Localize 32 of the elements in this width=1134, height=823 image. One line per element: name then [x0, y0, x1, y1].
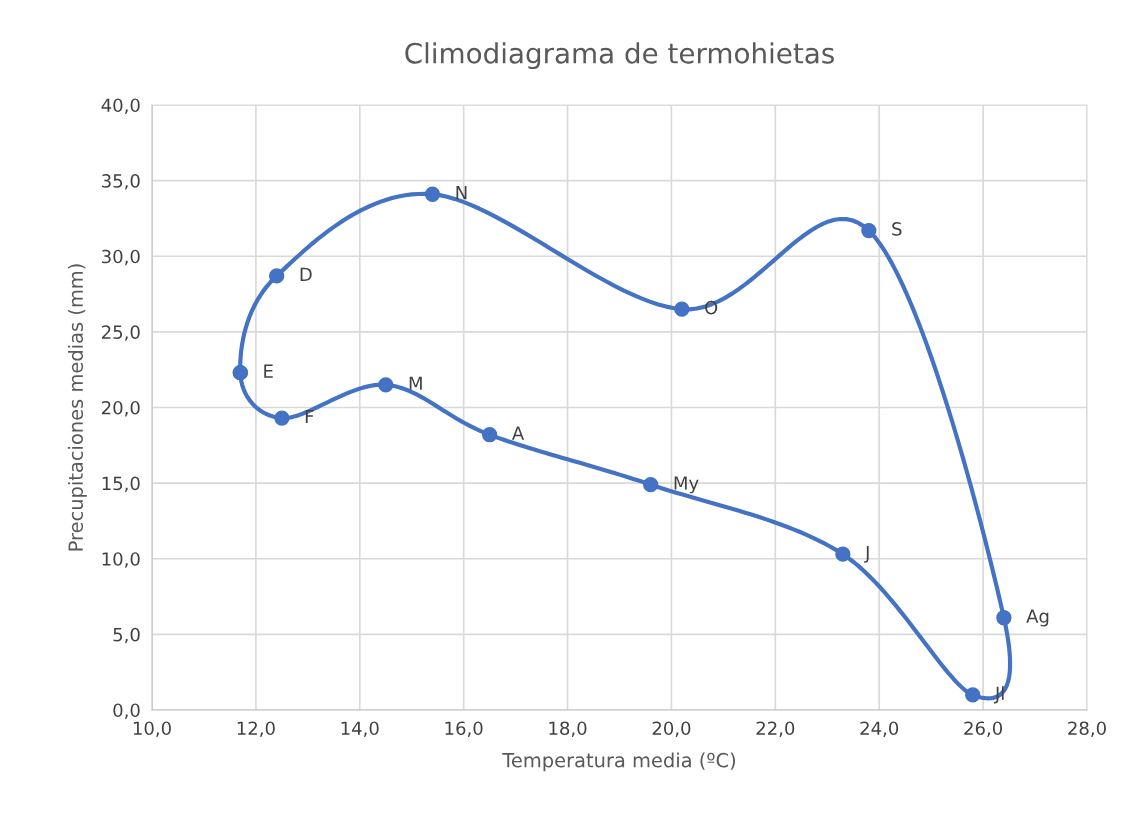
x-tick-label: 14,0 [341, 721, 379, 737]
y-tick-label: 0,0 [113, 703, 140, 719]
y-tick-label: 30,0 [102, 249, 140, 266]
x-tick-label: 12,0 [237, 721, 275, 737]
x-axis-title: Temperatura media (ºC) [502, 752, 736, 772]
y-tick-label: 35,0 [102, 174, 140, 190]
x-tick-label: 18,0 [549, 721, 587, 737]
chart-title: Climodiagrama de termohietas [405, 42, 834, 70]
x-tick-label: 22,0 [756, 721, 795, 737]
y-tick-label: 5,0 [113, 627, 140, 644]
x-tick-label: 28,0 [1068, 721, 1106, 737]
y-tick-label: 40,0 [101, 98, 140, 114]
annotation: J [864, 546, 869, 563]
annotation: N [456, 186, 467, 200]
y-tick-label: 10,0 [102, 552, 140, 568]
x-tick-label: 26,0 [964, 721, 1003, 737]
x-tick-label: 16,0 [445, 721, 483, 737]
x-tick-label: 10,0 [133, 721, 171, 737]
annotation: F [305, 409, 314, 424]
y-tick-label: 15,0 [102, 476, 140, 493]
annotation: Ag [1026, 609, 1049, 627]
annotation: S [892, 222, 902, 236]
x-tick-label: 20,0 [652, 721, 691, 737]
y-axis-title: Precupitaciones medias (mm) [67, 264, 87, 551]
annotation: A [512, 426, 525, 440]
annotation: D [300, 267, 312, 281]
annotation: M [409, 376, 422, 390]
annotation: My [674, 476, 699, 494]
y-tick-label: 20,0 [102, 400, 140, 417]
annotation: E [264, 364, 273, 378]
x-tick-label: 24,0 [860, 721, 899, 737]
y-tick-label: 25,0 [102, 325, 140, 341]
